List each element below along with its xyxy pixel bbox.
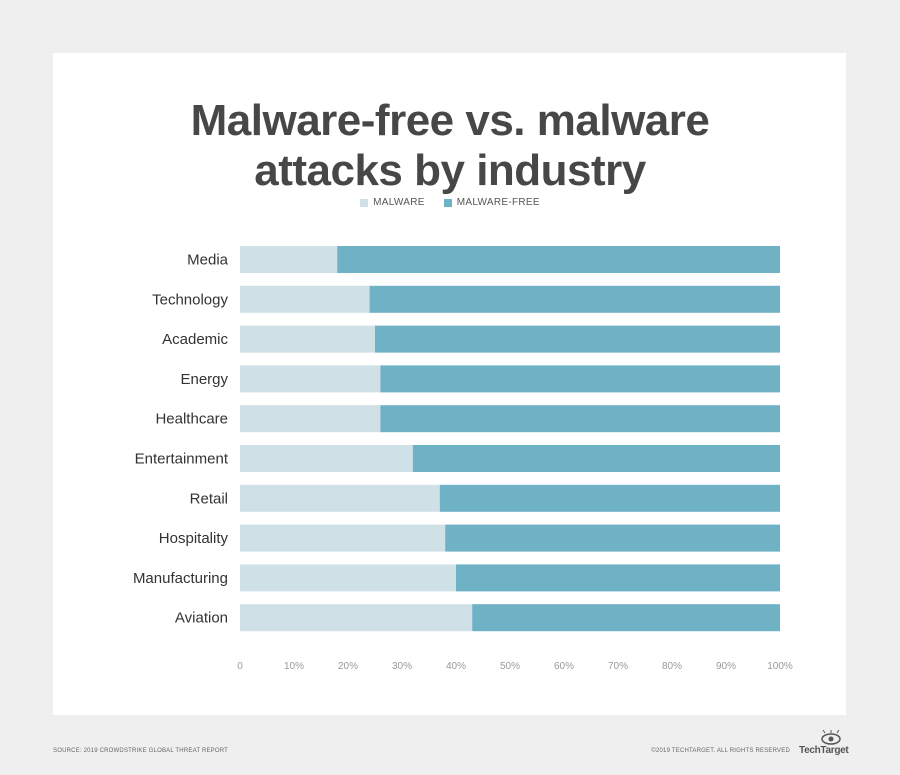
bar-malware-retail	[240, 484, 440, 512]
bar-malware-free-entertainment	[412, 445, 780, 472]
bar-malware-media	[240, 246, 338, 273]
x-tick-label: 90%	[716, 661, 736, 672]
category-label: Entertainment	[135, 451, 229, 468]
bar-malware-hospitality	[240, 524, 446, 552]
legend-swatch-malware-free	[443, 198, 452, 207]
x-tick-label: 70%	[608, 661, 628, 672]
bar-malware-manufacturing	[240, 564, 456, 592]
category-label: Aviation	[175, 610, 228, 627]
x-tick-label: 0	[237, 661, 243, 672]
bar-malware-energy	[240, 365, 381, 393]
category-label: Retail	[190, 490, 228, 507]
title-line-1: Malware-free vs. malware	[190, 96, 710, 145]
bar-malware-free-aviation	[472, 604, 780, 632]
bar-malware-academic	[240, 325, 375, 353]
bar-malware-aviation	[240, 604, 473, 632]
bar-malware-free-academic	[375, 325, 780, 353]
eye-icon	[821, 729, 841, 745]
x-tick-label: 20%	[338, 661, 358, 672]
bar-malware-technology	[240, 285, 370, 313]
x-tick-label: 80%	[662, 661, 682, 672]
brand-text: TechTarget	[799, 745, 849, 756]
bar-malware-free-energy	[380, 365, 780, 393]
legend-swatch-malware	[360, 198, 369, 207]
x-tick-label: 30%	[392, 661, 412, 672]
legend-item-malware-free: MALWARE-FREE	[443, 197, 540, 208]
bar-malware-free-manufacturing	[456, 564, 780, 592]
category-label: Manufacturing	[133, 570, 228, 587]
category-label: Technology	[152, 291, 228, 308]
category-label: Healthcare	[155, 411, 228, 428]
x-tick-label: 40%	[446, 661, 466, 672]
bar-malware-entertainment	[240, 445, 413, 472]
x-tick-label: 50%	[500, 661, 520, 672]
bar-malware-free-media	[337, 246, 780, 273]
x-tick-label: 10%	[284, 661, 304, 672]
chart-title: Malware-free vs. malware attacks by indu…	[0, 96, 900, 196]
x-tick-label: 60%	[554, 661, 574, 672]
legend-label-malware: MALWARE	[373, 197, 425, 208]
legend: MALWARE MALWARE-FREE	[0, 197, 900, 210]
legend-label-malware-free: MALWARE-FREE	[456, 197, 540, 208]
bar-malware-free-hospitality	[445, 524, 780, 552]
x-tick-label: 100%	[767, 661, 793, 672]
bar-malware-free-retail	[439, 484, 780, 512]
techtarget-logo: TechTarget	[799, 729, 851, 760]
category-label: Media	[187, 252, 229, 269]
title-line-2: attacks by industry	[254, 146, 646, 195]
copyright-note: ©2019 TECHTARGET. ALL RIGHTS RESERVED	[651, 748, 790, 754]
bar-malware-free-healthcare	[380, 405, 780, 433]
category-label: Hospitality	[159, 530, 229, 547]
source-note: SOURCE: 2019 CROWDSTRIKE GLOBAL THREAT R…	[53, 748, 229, 754]
bar-malware-healthcare	[240, 405, 381, 433]
bar-malware-free-technology	[369, 285, 780, 313]
category-label: Energy	[180, 371, 228, 388]
category-label: Academic	[162, 331, 228, 348]
legend-item-malware: MALWARE	[360, 197, 425, 208]
